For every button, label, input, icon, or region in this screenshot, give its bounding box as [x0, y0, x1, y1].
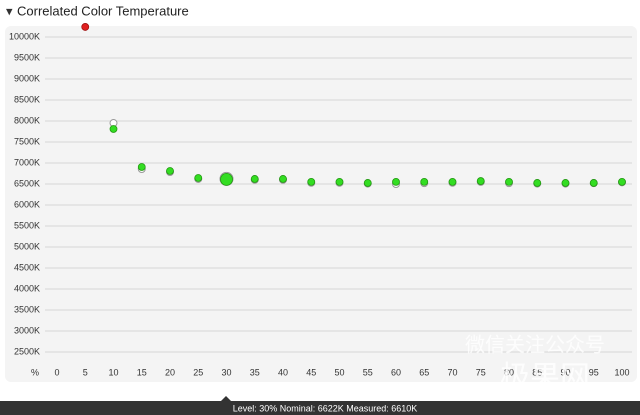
measured-point: [166, 167, 174, 175]
y-tick-label: 2500K: [14, 346, 40, 356]
y-tick-label: 9000K: [14, 73, 40, 83]
x-tick-label: 70: [447, 367, 457, 377]
measured-point: [505, 177, 513, 186]
measured-point: [307, 177, 316, 186]
measured-point: [109, 125, 118, 133]
x-tick-label: 65: [419, 367, 429, 377]
y-tick-label: 9500K: [14, 52, 40, 62]
measured-point: [81, 23, 90, 31]
x-tick-label: 15: [137, 367, 147, 377]
y-tick-label: 4500K: [14, 262, 40, 272]
x-tick-label: 40: [278, 367, 288, 377]
x-axis-label: %: [31, 367, 39, 377]
y-tick-label: 4000K: [14, 283, 40, 293]
measured-point: [363, 179, 372, 187]
chart-card: [5, 26, 637, 382]
x-tick-label: 75: [476, 367, 486, 377]
x-tick-label: 80: [504, 367, 514, 377]
y-tick-label: 8000K: [14, 115, 40, 125]
y-tick-label: 5500K: [14, 220, 40, 230]
watermark: 极果网: [500, 361, 590, 394]
y-tick-label: 7000K: [14, 157, 40, 167]
y-tick-label: 6000K: [14, 199, 40, 209]
measured-point: [448, 177, 457, 186]
watermark: 微信关注公众号: [465, 333, 605, 356]
collapse-arrow[interactable]: ▾: [6, 3, 13, 18]
x-tick-label: 90: [560, 367, 570, 377]
x-tick-label: 35: [250, 367, 260, 377]
y-tick-label: 3500K: [14, 304, 40, 314]
x-tick-label: 30: [221, 367, 231, 377]
measured-point: [335, 177, 344, 186]
x-tick-label: 25: [193, 367, 203, 377]
x-tick-label: 50: [334, 367, 344, 377]
status-bar: [0, 401, 640, 415]
measured-point: [137, 163, 146, 171]
x-tick-label: 20: [165, 367, 175, 377]
x-tick-label: 0: [54, 367, 59, 377]
measured-point: [392, 177, 400, 186]
y-tick-label: 10000K: [9, 31, 40, 41]
x-tick-label: 95: [589, 367, 599, 377]
x-tick-label: 45: [306, 367, 316, 377]
y-tick-label: 3000K: [14, 325, 40, 335]
measured-point: [220, 172, 233, 186]
measured-point: [618, 177, 626, 186]
chart-title: Correlated Color Temperature: [17, 3, 189, 18]
x-tick-label: 100: [614, 367, 629, 377]
measured-point: [420, 177, 429, 186]
x-tick-label: 60: [391, 367, 401, 377]
y-tick-label: 7500K: [14, 136, 40, 146]
y-tick-label: 6500K: [14, 178, 40, 188]
x-tick-label: 55: [363, 367, 373, 377]
measured-point: [250, 175, 259, 183]
y-tick-label: 8500K: [14, 94, 40, 104]
status-pointer: [221, 396, 231, 401]
x-tick-label: 85: [532, 367, 542, 377]
measured-point: [589, 179, 598, 187]
x-tick-label: 10: [108, 367, 118, 377]
x-tick-label: 5: [83, 367, 88, 377]
measured-point: [476, 177, 485, 185]
measured-point: [194, 174, 203, 182]
y-tick-label: 5000K: [14, 241, 40, 251]
measured-point: [279, 175, 287, 183]
measured-point: [561, 179, 570, 187]
status-text: Level: 30% Nominal: 6622K Measured: 6610…: [233, 403, 418, 413]
measured-point: [533, 179, 542, 187]
